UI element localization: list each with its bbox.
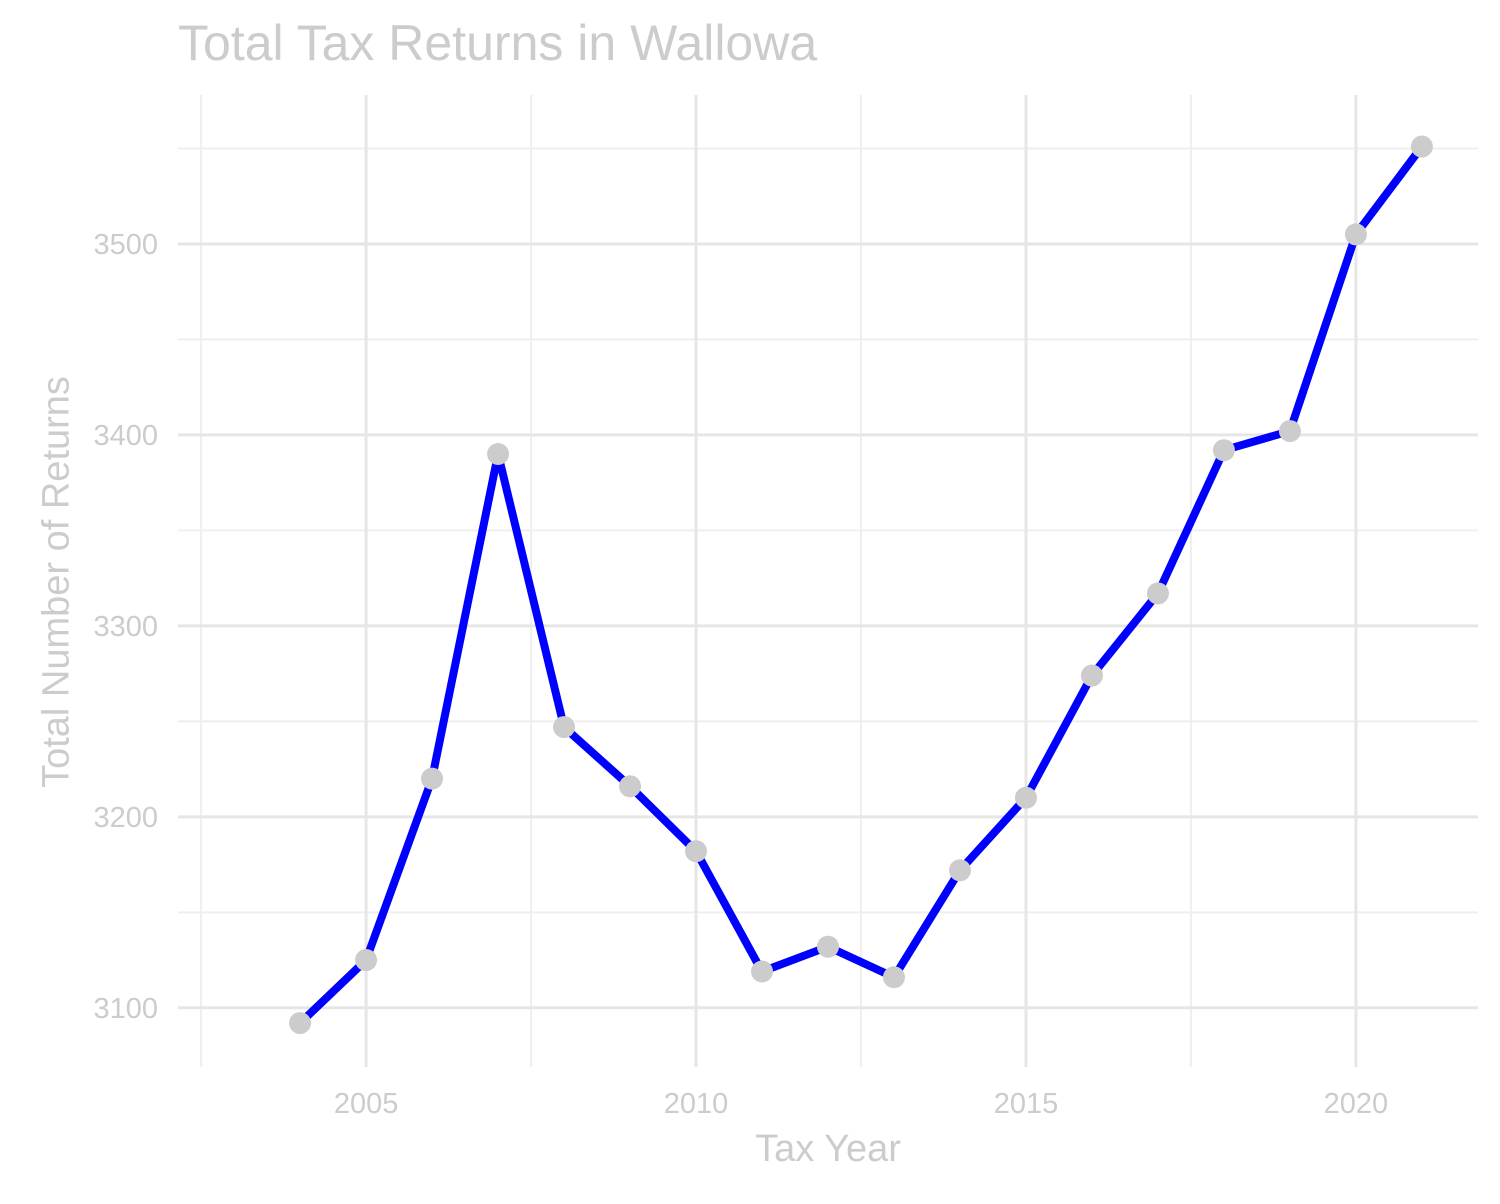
data-point — [553, 716, 576, 739]
data-point — [751, 960, 774, 983]
data-point — [1080, 664, 1103, 687]
series-line — [296, 142, 1426, 1028]
data-point — [1278, 420, 1301, 443]
data-point — [1212, 439, 1235, 462]
chart-title: Total Tax Returns in Wallowa — [178, 15, 818, 71]
data-point — [619, 775, 642, 798]
x-tick-label: 2020 — [1324, 1088, 1389, 1120]
y-tick-label: 3500 — [93, 229, 158, 261]
data-point — [1014, 786, 1037, 809]
data-point — [882, 966, 905, 989]
data-point — [1146, 582, 1169, 605]
x-tick-label: 2010 — [664, 1088, 729, 1120]
y-tick-label: 3100 — [93, 993, 158, 1025]
y-axis-title: Total Number of Returns — [35, 376, 78, 788]
data-point — [817, 935, 839, 958]
data-point — [355, 949, 378, 972]
data-point — [421, 767, 444, 790]
data-point — [289, 1012, 312, 1035]
data-point — [487, 443, 510, 466]
data-point — [1410, 135, 1433, 158]
x-tick-label: 2005 — [334, 1088, 399, 1120]
x-axis-title: Tax Year — [755, 1128, 901, 1170]
y-tick-label: 3300 — [93, 611, 158, 643]
data-point — [948, 859, 971, 882]
y-tick-label: 3400 — [93, 420, 158, 452]
data-point — [1344, 223, 1367, 246]
y-tick-label: 3200 — [93, 802, 158, 834]
x-tick-label: 2015 — [994, 1088, 1059, 1120]
data-point — [685, 840, 708, 863]
